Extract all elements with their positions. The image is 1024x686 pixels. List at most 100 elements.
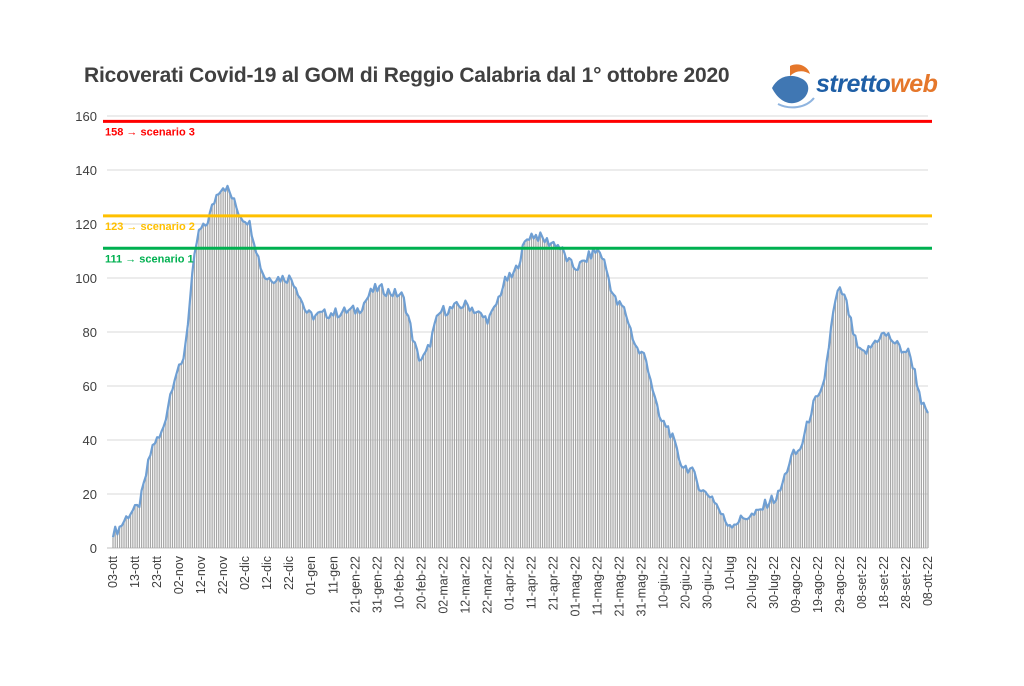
bar: [685, 465, 687, 548]
bar: [856, 347, 859, 548]
bar: [687, 472, 689, 548]
bar: [876, 341, 878, 548]
bar: [751, 513, 753, 548]
x-axis-ticks: 03-ott 13-ott 23-ott 02-nov 12-nov 22-nov 02-d…: [106, 555, 935, 616]
bar: [167, 406, 169, 548]
bar: [277, 276, 279, 548]
bar: [141, 490, 143, 548]
bar: [821, 386, 823, 548]
x-tick-label: 20-lug-22: [745, 556, 759, 609]
x-tick-label: 12-mar-22: [458, 556, 472, 614]
bar: [266, 279, 268, 548]
x-tick-label: 11-gen: [326, 556, 340, 594]
bar: [460, 308, 462, 548]
bar: [451, 308, 453, 548]
bar: [823, 378, 826, 548]
bar: [200, 228, 202, 548]
bar: [149, 455, 152, 548]
bar: [771, 495, 773, 548]
bar: [693, 471, 696, 548]
y-tick-label: 40: [83, 433, 97, 448]
bar: [773, 503, 775, 548]
x-tick-label: 01-mag-22: [569, 556, 583, 616]
bar: [132, 510, 134, 548]
bar: [709, 497, 711, 548]
bar: [733, 524, 735, 548]
bar: [552, 242, 555, 549]
bar: [625, 316, 627, 548]
bar: [473, 313, 475, 548]
bar: [596, 249, 599, 549]
bar: [438, 313, 440, 548]
bar: [630, 328, 632, 548]
bar: [713, 502, 715, 548]
x-tick-label: 02-mar-22: [436, 556, 450, 614]
bar: [191, 272, 193, 548]
bar: [310, 312, 312, 548]
bar: [356, 308, 359, 548]
bar: [189, 298, 191, 548]
bar: [832, 311, 834, 548]
bar: [837, 290, 839, 548]
bar: [621, 305, 623, 548]
y-tick-label: 120: [75, 217, 97, 232]
bar: [196, 243, 198, 548]
bar: [198, 229, 200, 549]
bar: [403, 297, 405, 548]
bar: [513, 271, 515, 548]
bar: [843, 294, 845, 548]
bars: [112, 185, 929, 549]
bar: [777, 490, 779, 548]
bar: [579, 262, 581, 548]
bar: [786, 472, 788, 548]
bar: [374, 283, 376, 548]
bar: [176, 372, 178, 548]
bar: [121, 525, 123, 548]
bar: [636, 347, 638, 548]
bar: [667, 426, 669, 548]
bar: [850, 317, 852, 548]
bar: [885, 335, 887, 548]
bar: [590, 258, 592, 548]
bar: [889, 339, 892, 548]
bar: [312, 319, 315, 548]
bar: [557, 244, 559, 549]
bar: [660, 421, 663, 548]
bar: [788, 464, 790, 548]
bar: [301, 302, 304, 548]
bar: [896, 341, 898, 548]
bar: [748, 517, 751, 548]
bar: [464, 300, 467, 548]
bar: [731, 527, 733, 548]
x-tick-label: 13-ott: [128, 555, 142, 587]
bar: [887, 333, 889, 548]
bar: [759, 509, 762, 548]
bar: [755, 509, 757, 548]
bar: [654, 396, 656, 548]
bar: [911, 367, 914, 548]
bar: [268, 277, 270, 548]
x-tick-label: 19-ago-22: [811, 556, 825, 613]
bar: [707, 495, 709, 548]
bar: [361, 311, 363, 548]
bar: [495, 304, 497, 548]
bar: [202, 223, 204, 548]
bar: [533, 238, 535, 548]
bar: [804, 433, 806, 548]
bar: [180, 363, 182, 548]
bar: [416, 349, 418, 548]
bar: [211, 204, 213, 548]
bar: [779, 490, 782, 548]
bar: [158, 437, 160, 548]
bar: [246, 224, 248, 548]
x-tick-label: 12-dic: [260, 556, 274, 590]
bar: [116, 534, 119, 548]
x-tick-label: 11-mag-22: [591, 556, 605, 616]
bar: [608, 278, 610, 548]
bar: [422, 354, 425, 548]
bar: [383, 294, 385, 548]
bar: [830, 326, 832, 548]
bar: [482, 317, 484, 548]
